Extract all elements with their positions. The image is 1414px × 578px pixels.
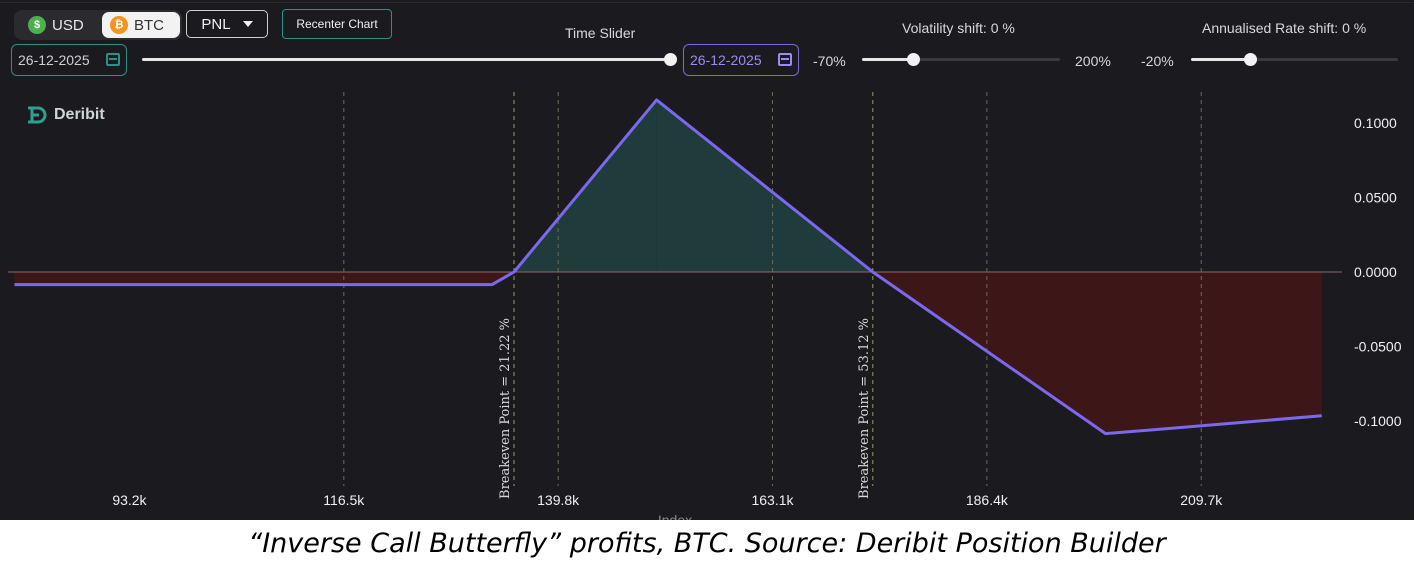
breakeven-label: Breakeven Point = 21.22 % — [498, 318, 513, 499]
recenter-chart-button[interactable]: Recenter Chart — [282, 9, 392, 39]
start-date-input[interactable]: 26-12-2025 — [11, 44, 127, 76]
currency-toggle: $ USD ₿ BTC — [14, 10, 182, 40]
metric-select[interactable]: PNL — [186, 10, 268, 38]
x-tick-label: 116.5k — [323, 492, 365, 508]
volatility-max-label: 200% — [1075, 53, 1111, 69]
chevron-down-icon — [242, 21, 253, 27]
figure-caption: “Inverse Call Butterfly” profits, BTC. S… — [248, 528, 1166, 559]
y-tick-label: 0.0500 — [1354, 190, 1397, 206]
breakeven-label: Breakeven Point = 53.12 % — [857, 318, 872, 499]
x-tick-label: 139.8k — [537, 492, 580, 508]
calendar-icon[interactable] — [106, 53, 120, 66]
y-tick-label: 0.0000 — [1354, 264, 1397, 280]
top-border — [0, 2, 1414, 3]
pnl-series-line — [14, 98, 1322, 436]
start-date-value: 26-12-2025 — [18, 52, 90, 68]
loss-area — [1105, 272, 1322, 434]
time-slider-label: Time Slider — [565, 25, 636, 41]
calendar-icon[interactable] — [778, 53, 792, 66]
y-tick-label: 0.1000 — [1354, 115, 1397, 131]
end-date-value: 26-12-2025 — [690, 52, 762, 68]
volatility-slider-fill[interactable] — [862, 58, 914, 61]
currency-btc-label: BTC — [134, 16, 164, 34]
deribit-logo: Deribit — [26, 104, 105, 126]
time-slider-track[interactable] — [142, 58, 670, 61]
y-tick-label: -0.0500 — [1354, 339, 1402, 355]
currency-usd-button[interactable]: $ USD — [20, 12, 96, 38]
brand-name: Deribit — [54, 106, 105, 123]
volatility-shift-label: Volatility shift: 0 % — [902, 20, 1015, 36]
rate-slider-fill[interactable] — [1191, 58, 1251, 61]
y-tick-label: -0.1000 — [1354, 413, 1402, 429]
rate-min-label: -20% — [1141, 53, 1174, 69]
currency-btc-button[interactable]: ₿ BTC — [102, 12, 180, 38]
x-tick-label: 163.1k — [751, 492, 794, 508]
dollar-icon: $ — [28, 16, 46, 34]
x-axis-title: Index — [658, 512, 692, 520]
rate-shift-label: Annualised Rate shift: 0 % — [1202, 20, 1367, 36]
pnl-chart: Breakeven Point = 21.22 % Breakeven Point… — [8, 92, 1402, 520]
x-tick-label: 186.4k — [966, 492, 1009, 508]
position-builder: $ USD ₿ BTC PNL Recenter Chart 26-12-202… — [0, 0, 1414, 520]
bitcoin-icon: ₿ — [110, 16, 128, 34]
x-tick-label: 93.2k — [112, 492, 147, 508]
rate-slider-handle[interactable] — [1244, 53, 1258, 66]
rate-slider-track[interactable] — [1250, 58, 1398, 61]
currency-usd-label: USD — [52, 16, 84, 34]
loss-area — [14, 272, 492, 285]
metric-select-value: PNL — [201, 15, 231, 33]
deribit-logo-icon — [28, 106, 47, 124]
end-date-input[interactable]: 26-12-2025 — [683, 44, 799, 76]
x-tick-label: 209.7k — [1180, 492, 1223, 508]
volatility-slider-handle[interactable] — [907, 53, 921, 66]
time-slider-handle[interactable] — [664, 53, 677, 66]
volatility-slider-track[interactable] — [913, 58, 1060, 61]
volatility-min-label: -70% — [813, 53, 846, 69]
